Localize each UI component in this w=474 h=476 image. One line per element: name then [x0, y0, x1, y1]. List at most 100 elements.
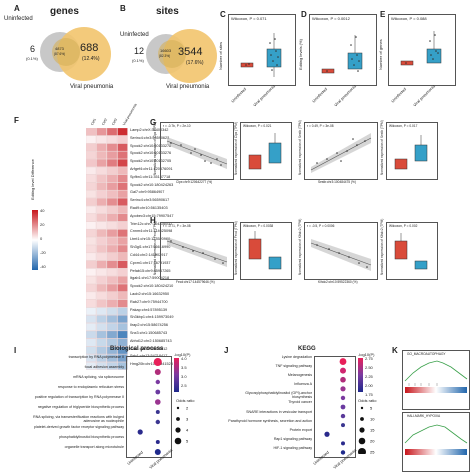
- heatmap-cell: [106, 237, 118, 245]
- panel-c-frame: Wilcoxon, P = 0.071: [228, 14, 296, 86]
- dotplot-legend-tick: 1.75: [365, 392, 373, 397]
- heatmap-legend-tick: 0: [40, 236, 43, 241]
- panel-d-x2: Viral pneumonia: [333, 83, 357, 108]
- heatmap-cell: [106, 198, 118, 206]
- heatmap-cell: [96, 159, 107, 167]
- size-legend-label: 2: [186, 406, 189, 411]
- heatmap-cell: [106, 291, 118, 300]
- venn-genes: [40, 27, 111, 81]
- heatmap-legend-tick: 20: [40, 222, 45, 227]
- enrichment-term: transcription by RNA polymerase II: [68, 355, 124, 359]
- heatmap-cell: [96, 244, 107, 253]
- heatmap-cell: [96, 135, 107, 144]
- enrichment-term: Parathyroid hormone synthesis, secretion…: [228, 418, 312, 423]
- panel-e-x1: Uninfected: [390, 86, 408, 104]
- heatmap-cell: [96, 362, 107, 370]
- heatmap-cell: [96, 299, 107, 308]
- panel-d-label: D: [301, 10, 307, 19]
- heatmap-cell: [86, 159, 97, 167]
- venn-genes-overlap: [52, 38, 80, 66]
- heatmap-cell: [96, 276, 107, 284]
- heatmap-cell: [86, 135, 97, 144]
- panel-h-scatter2-stat: r = -0.5, P = 0.0006: [307, 224, 335, 228]
- enrichment-dot: [340, 367, 346, 374]
- dotplot-legend-tick: 2.25: [365, 374, 373, 379]
- panel-g-scatter2-stat: r = 0.49, P = 3e-08: [307, 124, 334, 128]
- panel-d-plot: [321, 35, 363, 74]
- enrichment-dot: [155, 410, 160, 414]
- enrichment-dot: [341, 441, 345, 446]
- heatmap-cell: [86, 128, 97, 136]
- enrichment-term: Thyroid cancer: [288, 400, 312, 405]
- heatmap-cell: [117, 159, 128, 167]
- heatmap-row-label: Lamp2:chrX:38400342: [130, 128, 169, 132]
- heatmap-cell: [117, 174, 128, 183]
- size-legend-label: 5: [370, 406, 373, 411]
- panel-i-label: I: [14, 346, 17, 355]
- heatmap-cell: [96, 330, 107, 339]
- heatmap-cell: [117, 354, 128, 362]
- panel-a-label: A: [14, 4, 20, 13]
- heatmap-row-label: Spfbn1:chr11:35157718: [130, 174, 171, 179]
- enrichment-term: HIF-1 signaling pathway: [273, 445, 312, 450]
- heatmap-cell: [86, 229, 97, 238]
- heatmap-row-label: Rab27:chr9:75944700: [130, 299, 168, 304]
- enrichment-term: positive regulation of transcription by …: [34, 395, 124, 399]
- enrichment-term: RNA splicing, via transesterification re…: [33, 415, 124, 423]
- enrichment-dot: [137, 429, 143, 435]
- heatmap-cell: [117, 128, 128, 136]
- panel-j-label: J: [224, 346, 229, 355]
- heatmap-row-label: Spock2:chr10:60133276: [130, 151, 172, 156]
- enrichment-dot: [153, 358, 162, 366]
- panel-h-box2-ylabel: Normalized expression of Klhdc2 (TPM): [380, 218, 384, 275]
- panel-g-scatter1-xlabel: Clpx:chr9:120642277 (%): [176, 180, 213, 184]
- heatmap-cell: [117, 252, 128, 261]
- heatmap-cell: [117, 166, 128, 175]
- panel-h-scatter2-xlabel: Klhdc2:chr10:59522360 (%): [318, 280, 358, 284]
- panel-e-ylabel: Number of genes: [378, 39, 383, 70]
- panel-h-scatter1-stat: r = -0.71, P = 3e-08: [163, 224, 191, 228]
- size-legend-dot: [358, 437, 366, 445]
- heatmap-cell: [106, 330, 118, 339]
- heatmap-cell: [96, 205, 107, 214]
- panel-c-label: C: [220, 10, 226, 19]
- venn-sites-overlap-pct: (82.3%): [159, 54, 171, 58]
- panel-c-x2: Viral pneumonia: [252, 83, 276, 108]
- heatmap-cell: [86, 260, 97, 269]
- venn-sites-left-pct: (0.1%): [132, 58, 144, 63]
- panel-i-terms: transcription by RNA polymerase II focal …: [20, 355, 124, 456]
- panel-e-frame: Wilcoxon, P = 0.088: [388, 14, 456, 86]
- heatmap-cell: [106, 205, 118, 214]
- panel-i-dotplot: [126, 356, 172, 458]
- venn-sites-overlap-count: 16603: [160, 48, 172, 53]
- panel-g-scatter2-xlabel: Sestb:chr3:100484475 (%): [318, 180, 356, 184]
- enrichment-term: SNARE interactions in vesicular transpor…: [246, 409, 312, 414]
- heatmap-cell: [86, 307, 97, 316]
- panel-d-frame: Wilcoxon, P = 0.0012: [309, 14, 377, 86]
- heatmap-cell: [86, 198, 97, 206]
- panel-h-scatter1: r = -0.71, P = 3e-08: [160, 222, 234, 280]
- dotplot-legend-tick: 2.5: [181, 383, 187, 388]
- heatmap-col-label: Ctrl2: [100, 117, 108, 126]
- heatmap-cell: [96, 190, 107, 199]
- heatmap-cell: [117, 229, 128, 238]
- heatmap-cell: [117, 268, 128, 277]
- panel-i-size-legend: 2 3 4 5: [174, 406, 189, 445]
- dotplot-legend-tick: 4.0: [181, 356, 187, 361]
- heatmap-row-label: Sh3gl1:chr17:56616990: [130, 245, 171, 250]
- panel-j-legend-title: -log10(P): [358, 352, 375, 357]
- heatmap-row-label: Serinc4:chr3:56590623: [130, 135, 170, 140]
- venn-genes-overlap-pct: (87.6%): [54, 52, 66, 56]
- panel-g-box2: Wilcoxon, P = 0.017: [386, 122, 438, 180]
- heatmap-cell: [106, 307, 118, 316]
- enrichment-term: focal adhesion assembly: [84, 365, 124, 369]
- heatmap-cell: [117, 221, 128, 230]
- enrichment-dot: [155, 419, 160, 425]
- heatmap-cell: [117, 323, 128, 331]
- heatmap-cell: [86, 323, 97, 331]
- heatmap-cell: [106, 174, 118, 183]
- panel-h-scatter1-ylabel: Normalized expression of Fecd (TPM): [153, 221, 157, 275]
- heatmap-cell: [106, 354, 118, 362]
- size-legend-dot: [360, 417, 364, 421]
- heatmap-row-label: Cd44:chr2:141902917: [130, 252, 168, 257]
